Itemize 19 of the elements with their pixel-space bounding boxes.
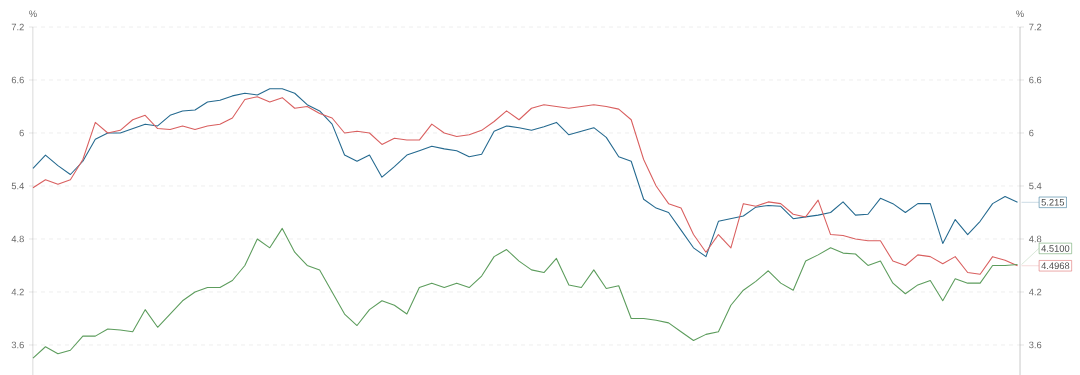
y-tick-label: 4.8 xyxy=(11,235,24,243)
data-label: 4.5100 xyxy=(1041,245,1070,252)
y2-tick-label: 4.2 xyxy=(1028,288,1042,296)
y2-tick-label: 4.8 xyxy=(1028,235,1042,243)
y-tick-label: 6.6 xyxy=(11,76,24,84)
y-tick-label: 4.2 xyxy=(11,288,24,296)
y-tick-label: 7.2 xyxy=(11,23,24,31)
y-axis-title: % xyxy=(29,10,37,17)
data-label: 4.4968 xyxy=(1041,262,1070,270)
y2-tick-label: 6.6 xyxy=(1029,76,1042,84)
y2-tick-label: 6 xyxy=(1029,129,1034,137)
y2-tick-label: 5.4 xyxy=(1029,182,1042,190)
y2-tick-label: 3.6 xyxy=(1029,341,1042,349)
y-tick-label: 5.4 xyxy=(11,182,25,190)
y-tick-label: 3.6 xyxy=(11,341,24,349)
y-tick-label: 6 xyxy=(19,129,24,137)
y2-axis-title: % xyxy=(1016,10,1024,17)
data-label: 5.215 xyxy=(1041,199,1065,206)
y2-tick-label: 7.2 xyxy=(1029,23,1042,31)
